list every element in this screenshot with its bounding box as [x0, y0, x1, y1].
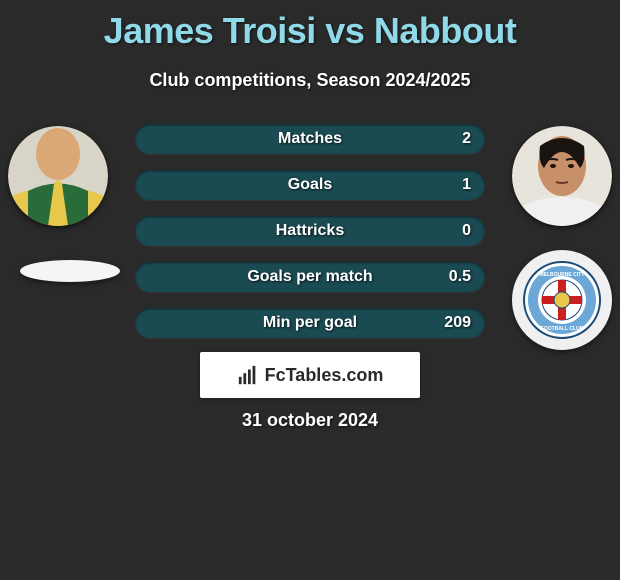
stat-row: Min per goal 209	[135, 308, 485, 338]
player-left-avatar	[8, 126, 108, 226]
svg-text:FOOTBALL CLUB: FOOTBALL CLUB	[541, 326, 584, 332]
club-left-placeholder	[20, 260, 120, 282]
stat-label: Min per goal	[135, 314, 485, 332]
stat-value: 0.5	[449, 268, 471, 286]
date-text: 31 october 2024	[0, 410, 620, 431]
stat-row: Matches 2	[135, 124, 485, 154]
player-right-avatar	[512, 126, 612, 226]
brand-badge: FcTables.com	[200, 352, 420, 398]
brand-text: FcTables.com	[265, 365, 384, 386]
stat-label: Goals	[135, 176, 485, 194]
stat-row: Hattricks 0	[135, 216, 485, 246]
stat-row: Goals 1	[135, 170, 485, 200]
stats-rows: Matches 2 Goals 1 Hattricks 0 Goals per …	[135, 124, 485, 354]
stat-label: Hattricks	[135, 222, 485, 240]
subtitle: Club competitions, Season 2024/2025	[0, 70, 620, 91]
stat-value: 0	[462, 222, 471, 240]
stat-label: Goals per match	[135, 268, 485, 286]
stat-row: Goals per match 0.5	[135, 262, 485, 292]
club-right-badge: MELBOURNE CITY FOOTBALL CLUB	[512, 250, 612, 350]
stat-value: 2	[462, 130, 471, 148]
svg-text:MELBOURNE CITY: MELBOURNE CITY	[540, 272, 586, 278]
stat-value: 1	[462, 176, 471, 194]
chart-icon	[237, 364, 259, 386]
stat-value: 209	[444, 314, 471, 332]
stat-label: Matches	[135, 130, 485, 148]
page-title: James Troisi vs Nabbout	[0, 0, 620, 52]
